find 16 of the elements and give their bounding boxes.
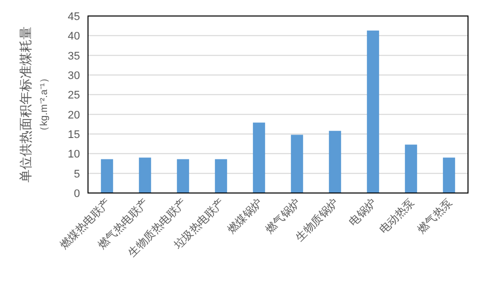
xtick: 电锅炉 (347, 196, 380, 228)
ytick: 35 (68, 50, 80, 62)
ytick: 40 (68, 30, 80, 43)
ytick: 15 (68, 129, 80, 141)
ytick: 20 (68, 109, 80, 122)
xtick: 电动热泵 (378, 196, 418, 236)
ylabel: 单位供热面积年标准煤耗量 (18, 26, 33, 182)
ytick: 25 (68, 90, 80, 102)
ytick: 10 (68, 148, 80, 161)
ytick: 0 (74, 188, 80, 200)
xtick: 燃煤锅炉 (226, 196, 266, 236)
annotation: （kg.m⁻².a⁻¹） (39, 73, 50, 136)
ytick: 5 (74, 168, 80, 180)
ytick: 30 (68, 70, 80, 82)
xtick: 燃气热泵 (416, 196, 456, 236)
ytick: 45 (68, 11, 80, 23)
